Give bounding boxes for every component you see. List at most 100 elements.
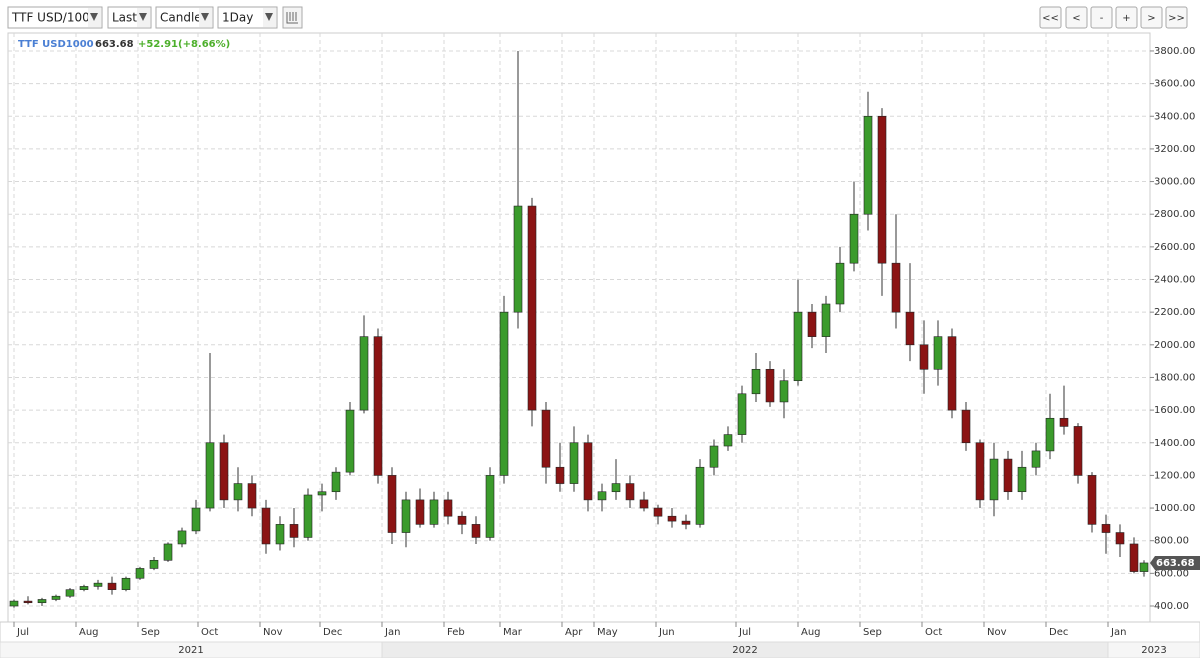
nav-button[interactable] [1140,6,1163,29]
x-tick-label: Apr [565,627,583,638]
candle-body [961,409,971,444]
candle-body [1115,532,1125,545]
candle-body [779,380,789,403]
nav-button[interactable] [1090,6,1113,29]
candle-body [821,303,831,337]
legend-symbol: TTF USD1000 [18,39,94,50]
interval-select[interactable] [217,6,278,29]
candle-body [849,213,859,264]
y-tick-label: 2000.00 [1154,340,1195,351]
symbol-select[interactable] [7,6,103,29]
nav-button[interactable] [1115,6,1138,29]
nav-button-label: >> [1168,13,1185,24]
candle-body [9,600,19,607]
dropdown-arrow [139,13,147,21]
candle-body [611,483,621,493]
candle-body [751,368,761,395]
y-tick-label: 2200.00 [1154,307,1195,318]
x-tick-label: Jun [658,627,675,638]
candle-body [457,515,467,525]
type-select[interactable] [155,6,214,29]
candle-body [1017,466,1027,493]
x-tick-label: Nov [263,627,283,638]
candle-body [597,491,607,501]
candle-body [681,520,691,525]
candle-body [555,466,565,484]
candle-body [1031,450,1041,468]
y-tick-label: 1600.00 [1154,405,1195,416]
candle-body [1045,417,1055,452]
candle-body [1101,524,1111,533]
candle-body [891,262,901,313]
nav-button[interactable] [1039,6,1062,29]
candle-body [23,600,33,604]
x-tick-label: Feb [447,627,465,638]
candle-body [37,599,47,604]
candle-body [275,524,285,545]
candle-body [527,205,537,411]
candle-body [639,499,649,509]
candle-body [541,409,551,468]
y-tick-label: 2600.00 [1154,242,1195,253]
candle-body [121,577,131,590]
candle-body [863,115,873,215]
x-tick-label: Jan [1110,627,1126,638]
candle-body [807,311,817,337]
candle-body [107,582,117,590]
candle-body [163,543,173,561]
candle-body [877,115,887,264]
dropdown-arrow [265,13,273,21]
nav-button[interactable] [1165,6,1188,29]
y-tick-label: 3200.00 [1154,144,1195,155]
candle-body [1139,562,1149,572]
candle-body [1129,543,1139,572]
candle-body [303,494,313,538]
x-tick-label: Sep [863,627,882,638]
y-tick-label: 3000.00 [1154,177,1195,188]
candle-body [1073,426,1083,476]
candle-body [695,466,705,525]
nav-button-label: < [1072,13,1080,24]
last-price-label: 663.68 [1156,558,1195,569]
candle-body [793,311,803,382]
candle-body [569,442,579,484]
candles [9,50,1149,608]
candle-body [919,344,929,370]
candle-body [471,524,481,538]
x-tick-label: Jan [384,627,400,638]
year-band [1107,641,1200,658]
nav-button-label: << [1042,13,1059,24]
y-tick-label: 3600.00 [1154,79,1195,90]
y-tick-label: 3800.00 [1154,46,1195,57]
dropdown-arrow [201,13,209,21]
candle-body [345,409,355,473]
nav-button-label: + [1122,13,1130,24]
x-tick-label: Mar [503,627,523,638]
y-tick-label: 1800.00 [1154,372,1195,383]
candle-body [219,442,229,501]
candle-body [513,205,523,313]
x-tick-label: Aug [801,627,821,638]
legend-change: +52.91(+8.66%) [138,39,230,50]
toolbar: TTF USD/100 Last Candle 1Day [7,6,303,29]
candle-body [1003,458,1013,493]
candle-body [373,336,383,476]
candle-body [1087,475,1097,525]
candle-body [51,595,61,600]
candle-body [387,475,397,533]
candle-body [289,524,299,538]
candle-body [737,393,747,435]
candle-body [583,442,593,501]
y-tick-label: 1400.00 [1154,438,1195,449]
x-tick-label: Oct [201,627,218,638]
candle-body [415,499,425,525]
candle-body [149,559,159,569]
candle-body [835,262,845,305]
dropdown-arrow [90,13,98,21]
nav-button[interactable] [1065,6,1088,29]
interval-select-text: 1Day [222,11,253,25]
candle-body [359,336,369,411]
candle-body [625,483,635,501]
